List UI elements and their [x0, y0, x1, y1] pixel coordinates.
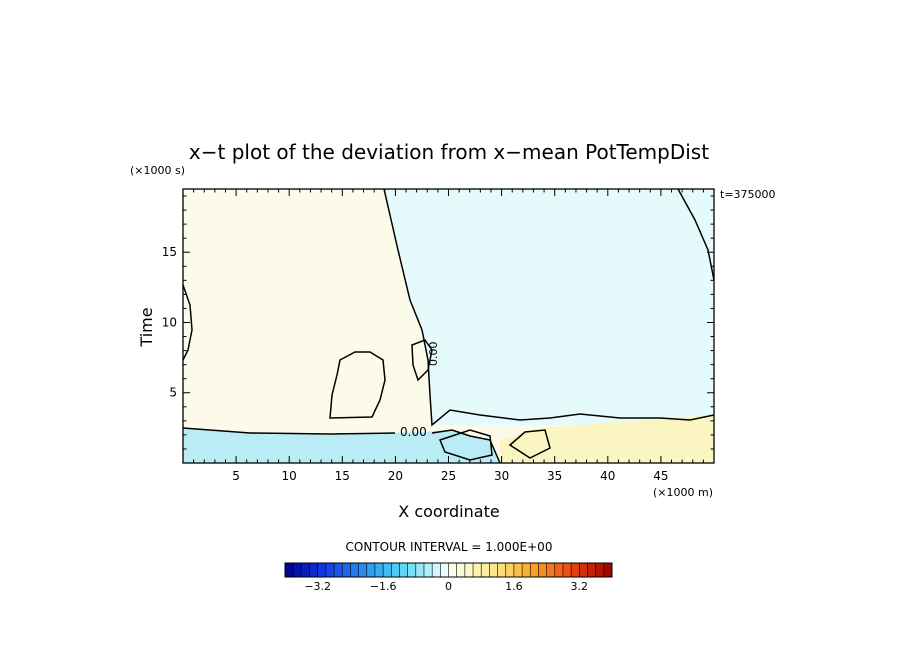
- y-unit-label: (×1000 s): [130, 164, 185, 177]
- colorbar-swatch: [603, 563, 613, 577]
- contour-line-right-edge: [677, 189, 714, 281]
- colorbar-swatch: [407, 563, 417, 577]
- colorbar-tick-label: 1.6: [505, 580, 523, 593]
- colorbar: [284, 562, 613, 578]
- colorbar-tick-label: −1.6: [370, 580, 397, 593]
- x-axis-ticks: 5 10 15 20 25 30 35 40 45: [193, 189, 704, 483]
- contour-line-island: [329, 351, 386, 419]
- colorbar-swatch: [285, 563, 294, 577]
- x-tick-label: 20: [388, 469, 403, 483]
- x-tick-label: 30: [494, 469, 509, 483]
- region-bottom-right-band: [500, 415, 714, 463]
- plot-area: 0.00 0.00: [183, 189, 714, 463]
- contour-line-band-right: [431, 429, 501, 463]
- colorbar-swatch: [423, 563, 433, 577]
- colorbar-labels: −3.2 −1.6 0 1.6 3.2: [304, 580, 588, 593]
- colorbar-swatch: [546, 563, 556, 577]
- y-tick-label: 5: [169, 386, 177, 400]
- y-axis-label: Time: [137, 307, 156, 347]
- colorbar-swatch: [309, 563, 318, 577]
- colorbar-swatch: [505, 563, 515, 577]
- colorbar-swatch: [464, 563, 474, 577]
- x-tick-label: 15: [335, 469, 350, 483]
- colorbar-swatch: [383, 563, 392, 577]
- colorbar-swatch: [562, 563, 572, 577]
- contour-label-main: 0.00: [400, 425, 427, 439]
- colorbar-swatch: [399, 563, 408, 577]
- x-axis-label: X coordinate: [398, 502, 499, 521]
- contour-line-main: [383, 189, 714, 427]
- contour-line-bottom-blob-2: [508, 429, 551, 459]
- colorbar-swatch: [579, 563, 588, 577]
- colorbar-frame: [284, 562, 613, 578]
- colorbar-tick-label: −3.2: [304, 580, 331, 593]
- colorbar-swatch: [473, 563, 482, 577]
- x-tick-label: 40: [600, 469, 615, 483]
- colorbar-swatch: [456, 563, 466, 577]
- colorbar-swatch: [481, 563, 490, 577]
- colorbar-swatch: [554, 563, 564, 577]
- contour-line-bottom-blob: [438, 429, 493, 461]
- colorbar-swatch: [293, 563, 302, 577]
- colorbar-swatch: [595, 563, 605, 577]
- colorbar-swatch: [530, 563, 539, 577]
- colorbar-swatch: [440, 563, 449, 577]
- colorbar-swatch: [342, 563, 351, 577]
- colorbar-swatch: [448, 563, 457, 577]
- contour-line-left-edge: [183, 284, 193, 361]
- x-unit-label: (×1000 m): [653, 486, 713, 499]
- colorbar-swatch: [325, 563, 335, 577]
- colorbar-swatch: [489, 563, 498, 577]
- x-tick-label: 45: [653, 469, 668, 483]
- x-tick-label: 35: [547, 469, 562, 483]
- colorbar-swatch: [522, 563, 531, 577]
- colorbar-swatch: [571, 563, 580, 577]
- colorbar-swatch: [301, 563, 310, 577]
- colorbar-swatch: [334, 563, 343, 577]
- colorbar-swatch: [374, 563, 384, 577]
- x-tick-label: 5: [232, 469, 240, 483]
- contour-label-loop: 0.00: [427, 342, 440, 367]
- y-tick-label: 10: [162, 315, 177, 329]
- region-bottom-left-band: [183, 428, 500, 463]
- y-tick-label: 15: [162, 245, 177, 259]
- x-tick-label: 10: [282, 469, 297, 483]
- colorbar-swatch: [391, 563, 400, 577]
- colorbar-swatch: [513, 563, 523, 577]
- colorbar-tick-label: 3.2: [571, 580, 589, 593]
- colorbar-swatch: [350, 563, 359, 577]
- colorbar-swatch: [432, 563, 441, 577]
- contour-line-band: [183, 427, 396, 435]
- colorbar-swatch: [317, 563, 327, 577]
- contour-line-small-loop: [411, 339, 433, 382]
- time-stamp: t=375000: [720, 188, 776, 201]
- y-axis-ticks: 5 10 15: [162, 195, 714, 450]
- colorbar-swatch: [415, 563, 425, 577]
- colorbar-swatch: [358, 563, 368, 577]
- colorbar-swatch: [587, 563, 596, 577]
- colorbar-tick-label: 0: [445, 580, 452, 593]
- chart-title: x−t plot of the deviation from x−mean Po…: [189, 140, 709, 164]
- colorbar-swatch: [366, 563, 376, 577]
- colorbar-swatch: [497, 563, 507, 577]
- x-tick-label: 25: [441, 469, 456, 483]
- region-upper-right: [384, 189, 714, 425]
- colorbar-swatch: [538, 563, 547, 577]
- contour-interval-note: CONTOUR INTERVAL = 1.000E+00: [346, 540, 553, 554]
